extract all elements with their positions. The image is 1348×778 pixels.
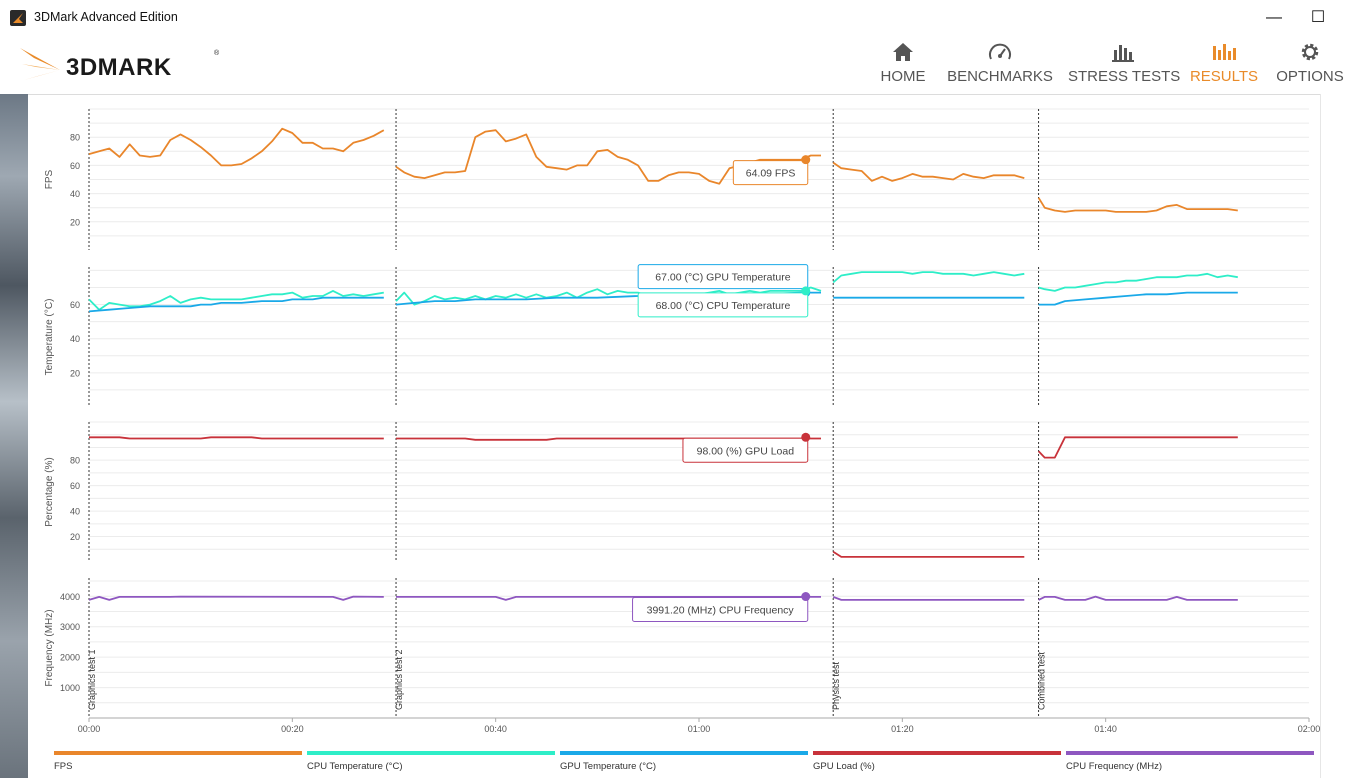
- x-tick-label: 01:40: [1094, 724, 1117, 734]
- tooltip-text: 98.00 (%) GPU Load: [697, 445, 795, 457]
- nav-home[interactable]: HOME: [870, 40, 936, 85]
- nav-options-label: OPTIONS: [1276, 68, 1344, 85]
- hover-point[interactable]: [801, 432, 811, 442]
- x-tick-label: 01:00: [688, 724, 711, 734]
- legend-label[interactable]: FPS: [54, 761, 73, 772]
- y-axis-label: FPS: [44, 169, 55, 189]
- series-line: [1038, 291, 1238, 306]
- tooltip-text: 3991.20 (MHz) CPU Frequency: [647, 605, 795, 617]
- nav-options[interactable]: OPTIONS: [1272, 40, 1348, 85]
- series-line: [1038, 272, 1238, 292]
- series-line: [396, 437, 821, 441]
- nav-results-label: RESULTS: [1189, 68, 1259, 85]
- series-line: [832, 161, 1025, 182]
- series-line: [832, 551, 1025, 558]
- legend-label[interactable]: CPU Temperature (°C): [307, 761, 403, 772]
- home-icon: [893, 43, 913, 61]
- nav-home-label: HOME: [880, 68, 926, 85]
- bar-chart-icon: [1112, 45, 1134, 62]
- x-tick-label: 00:00: [78, 724, 101, 734]
- hover-point[interactable]: [801, 155, 811, 165]
- y-tick-label: 4000: [60, 592, 80, 602]
- series-line: [832, 596, 1025, 601]
- hover-point[interactable]: [801, 592, 811, 602]
- series-line: [832, 271, 1025, 284]
- series-line: [89, 436, 384, 440]
- y-tick-label: 80: [70, 456, 80, 466]
- logo-registered-mark: ®: [214, 50, 220, 57]
- y-tick-label: 20: [70, 368, 80, 378]
- y-axis-label: Temperature (°C): [44, 299, 55, 376]
- y-tick-label: 3000: [60, 622, 80, 632]
- x-tick-label: 02:00: [1298, 724, 1320, 734]
- series-line: [88, 296, 384, 313]
- test-marker-label: Combined test: [1037, 651, 1047, 710]
- scroll-gutter[interactable]: [1320, 94, 1348, 778]
- y-tick-label: 20: [70, 532, 80, 542]
- legend-swatch[interactable]: [307, 751, 555, 755]
- nav-stress-tests-label: STRESS TESTS: [1068, 68, 1181, 85]
- tooltip-text: 67.00 (°C) GPU Temperature: [655, 272, 790, 284]
- y-tick-label: 80: [70, 133, 80, 143]
- window-titlebar: 3DMark Advanced Edition — ☐: [0, 0, 1348, 36]
- tooltip-box: [682, 437, 809, 463]
- y-axis-label: Percentage (%): [44, 457, 55, 526]
- background-wallpaper: [0, 94, 28, 778]
- y-tick-label: 1000: [60, 683, 80, 693]
- y-tick-label: 40: [70, 334, 80, 344]
- speedometer-icon: [989, 43, 1011, 60]
- test-marker-label: Physics test: [831, 661, 841, 710]
- tooltip-text: 64.09 FPS: [746, 168, 796, 180]
- y-tick-label: 20: [70, 217, 80, 227]
- logo-wordmark: 3DMARK: [66, 54, 172, 81]
- tooltip-box: [637, 264, 809, 290]
- window-title: 3DMark Advanced Edition: [34, 10, 178, 24]
- series-line: [1038, 595, 1238, 601]
- legend-swatch[interactable]: [813, 751, 1061, 755]
- y-tick-label: 60: [70, 300, 80, 310]
- tooltip-box: [632, 597, 809, 623]
- gear-icon: [1301, 43, 1319, 61]
- y-tick-label: 60: [70, 481, 80, 491]
- app-logo-icon: [10, 10, 26, 26]
- legend-label[interactable]: GPU Load (%): [813, 761, 875, 772]
- maximize-button[interactable]: ☐: [1310, 9, 1326, 26]
- legend-swatch[interactable]: [54, 751, 302, 755]
- tooltip-box: [732, 160, 809, 186]
- series-line: [396, 596, 821, 601]
- x-tick-label: 00:40: [484, 724, 507, 734]
- series-line: [1037, 436, 1238, 459]
- tooltip-box: [637, 292, 809, 318]
- x-tick-label: 01:20: [891, 724, 914, 734]
- nav-benchmarks[interactable]: BENCHMARKS: [946, 40, 1054, 85]
- tooltip-text: 68.00 (°C) CPU Temperature: [656, 300, 791, 312]
- 3dmark-flame-icon: [20, 48, 60, 80]
- legend-swatch[interactable]: [560, 751, 808, 755]
- y-tick-label: 40: [70, 507, 80, 517]
- results-monitoring-chart: 20 40 60 80 FPS 64.09 FPS 20 40 60 Temperature (°…: [44, 108, 1320, 734]
- y-axis-label: Frequency (MHz): [44, 609, 55, 686]
- hover-point[interactable]: [801, 286, 811, 296]
- test-marker-label: Graphics test 1: [87, 649, 97, 710]
- results-chart-icon: [1213, 44, 1236, 60]
- series-line: [88, 595, 384, 601]
- nav-results[interactable]: RESULTS: [1188, 40, 1260, 85]
- y-tick-label: 40: [70, 189, 80, 199]
- nav-stress-tests[interactable]: STRESS TESTS: [1068, 40, 1181, 85]
- x-tick-label: 00:20: [281, 724, 304, 734]
- app-header: 3DMARK ® HOME BENCHMARKS STRESS TESTS: [0, 36, 1348, 95]
- minimize-button[interactable]: —: [1266, 9, 1282, 26]
- legend-swatch[interactable]: [1066, 751, 1314, 755]
- 3dmark-logo[interactable]: 3DMARK ®: [20, 40, 230, 88]
- nav-benchmarks-label: BENCHMARKS: [947, 68, 1053, 85]
- series-line: [1037, 197, 1238, 213]
- legend-label[interactable]: CPU Frequency (MHz): [1066, 761, 1163, 772]
- series-line: [88, 290, 384, 311]
- series-line: [88, 127, 385, 167]
- legend-label[interactable]: GPU Temperature (°C): [560, 761, 657, 772]
- y-tick-label: 60: [70, 161, 80, 171]
- test-marker-label: Graphics test 2: [394, 649, 404, 710]
- y-tick-label: 2000: [60, 653, 80, 663]
